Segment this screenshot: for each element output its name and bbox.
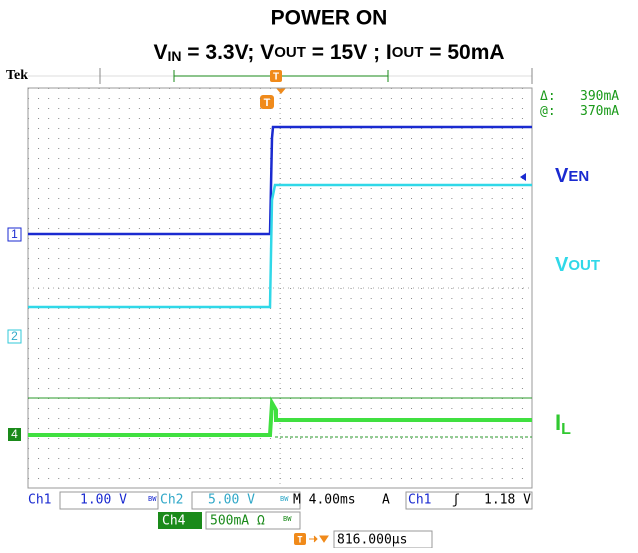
text: OUT — [274, 44, 306, 61]
text: Ch2 — [160, 493, 183, 508]
label-ven: VEN — [555, 165, 589, 187]
text: M 4.00ms — [293, 493, 356, 508]
text: = 15V ; I — [306, 41, 392, 64]
text: = 3.3V; V — [181, 41, 274, 64]
text: V — [555, 165, 569, 187]
title: POWER ON — [271, 7, 388, 30]
text: A — [382, 493, 390, 508]
label-vout: VOUT — [555, 254, 600, 276]
text: ʃ — [452, 493, 460, 508]
text: @: — [540, 104, 556, 119]
text: Δ: — [540, 89, 556, 104]
text: BW — [280, 495, 289, 503]
text: T — [273, 72, 279, 83]
graticule — [27, 87, 533, 489]
waveforms — [28, 125, 532, 437]
text: EN — [568, 168, 589, 185]
cursor-at: @: 370mA — [540, 104, 619, 119]
label-il: IL — [555, 410, 571, 438]
text: IN — [167, 48, 181, 64]
ref-arrow — [520, 173, 526, 181]
text: 1.00 V — [80, 493, 127, 508]
text: 5.00 V — [208, 493, 255, 508]
subtitle: VIN = 3.3V; VOUT = 15V ; IOUT = 50mA — [153, 41, 504, 64]
cursors — [28, 397, 532, 438]
text: OUT — [568, 257, 600, 274]
text: = 50mA — [423, 41, 504, 64]
text: 390mA — [580, 89, 619, 104]
text: 500mA Ω — [210, 514, 265, 529]
text: T — [297, 536, 303, 546]
brand: Tek — [6, 68, 28, 83]
text: 4 — [11, 427, 18, 441]
text: V — [555, 254, 569, 276]
readout: Ch1 1.00 V BW Ch2 5.00 V BW M 4.00ms A C… — [28, 491, 533, 549]
text: 816.000µs — [337, 533, 407, 548]
text: L — [561, 421, 571, 438]
text: I — [555, 410, 561, 435]
text: V — [153, 41, 167, 64]
text: 2 — [11, 329, 18, 343]
cursor-delta: Δ: 390mA — [540, 89, 619, 104]
text: BW — [283, 515, 292, 523]
text: Ch1 — [408, 493, 431, 508]
text: 1 — [11, 227, 18, 241]
text: Ch1 — [28, 493, 51, 508]
text: OUT — [392, 44, 424, 61]
text: BW — [148, 495, 157, 503]
channel-markers: 1 2 4 — [7, 227, 22, 441]
text: Ch4 — [162, 514, 186, 529]
text: 1.18 V — [484, 493, 531, 508]
text: 370mA — [580, 104, 619, 119]
